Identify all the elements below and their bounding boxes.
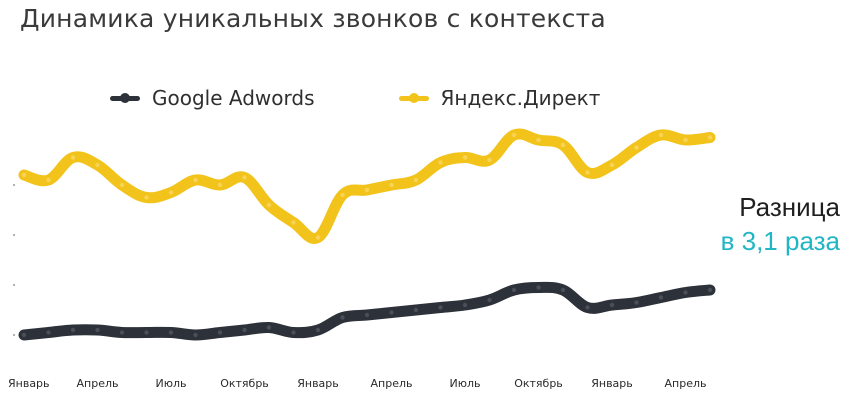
data-point-yandex-direct-1 xyxy=(46,177,51,183)
data-point-yandex-direct-24 xyxy=(609,162,615,168)
y-axis-mark-3 xyxy=(13,284,15,286)
legend-label-yandex-direct: Яндекс.Директ xyxy=(440,86,601,110)
data-point-yandex-direct-8 xyxy=(217,182,223,188)
x-tick-label-0: Январь xyxy=(8,377,50,390)
y-axis-mark-1 xyxy=(13,184,15,186)
data-point-google-adwords-15 xyxy=(389,310,394,315)
data-point-google-adwords-8 xyxy=(217,330,223,335)
data-point-google-adwords-11 xyxy=(291,330,296,335)
data-point-yandex-direct-18 xyxy=(462,155,468,160)
x-tick-label-2: Июль xyxy=(155,377,186,390)
x-tick-label-1: Апрель xyxy=(77,377,119,390)
x-tick-label-4: Январь xyxy=(297,377,339,390)
x-tick-label-7: Октябрь xyxy=(514,377,563,390)
data-point-google-adwords-18 xyxy=(462,302,468,308)
data-point-google-adwords-23 xyxy=(585,305,590,310)
data-point-google-adwords-17 xyxy=(438,305,443,310)
data-point-google-adwords-9 xyxy=(242,327,247,333)
data-point-yandex-direct-26 xyxy=(658,132,664,138)
x-tick-label-3: Октябрь xyxy=(220,377,269,390)
data-point-google-adwords-22 xyxy=(560,287,566,293)
data-point-google-adwords-13 xyxy=(340,315,345,320)
data-point-google-adwords-20 xyxy=(511,287,517,293)
data-point-yandex-direct-27 xyxy=(683,137,688,143)
chart-legend: Google Adwords Яндекс.Директ xyxy=(110,86,600,110)
legend-item-yandex-direct: Яндекс.Директ xyxy=(398,86,601,110)
data-point-google-adwords-0 xyxy=(21,332,27,338)
data-point-yandex-direct-2 xyxy=(70,155,76,160)
data-point-google-adwords-16 xyxy=(413,307,419,313)
data-point-google-adwords-10 xyxy=(266,325,272,330)
data-point-yandex-direct-13 xyxy=(340,192,345,198)
data-point-google-adwords-5 xyxy=(144,330,149,335)
data-point-google-adwords-1 xyxy=(46,330,51,335)
data-point-google-adwords-12 xyxy=(315,327,321,333)
series-line-google-adwords xyxy=(18,281,716,341)
y-axis-mark-4 xyxy=(13,334,15,336)
x-axis-tick-labels: Январь Апрель Июль Октябрь Январь Апрель Июль О… xyxy=(8,377,706,390)
data-point-yandex-direct-17 xyxy=(438,160,443,165)
x-tick-label-9: Апрель xyxy=(665,377,707,390)
data-point-google-adwords-19 xyxy=(487,297,492,303)
data-point-google-adwords-3 xyxy=(95,327,100,333)
data-point-yandex-direct-21 xyxy=(536,137,541,143)
data-point-google-adwords-25 xyxy=(634,300,639,305)
data-point-google-adwords-4 xyxy=(119,330,125,335)
data-point-google-adwords-21 xyxy=(536,285,541,290)
data-point-yandex-direct-20 xyxy=(511,132,517,138)
data-point-yandex-direct-16 xyxy=(413,177,419,183)
data-point-yandex-direct-28 xyxy=(707,135,713,140)
legend-item-google-adwords: Google Adwords xyxy=(110,86,315,110)
annotation-line-1: Разница xyxy=(739,192,840,222)
series-google-adwords xyxy=(18,281,716,341)
data-point-yandex-direct-9 xyxy=(242,175,247,180)
series-layer xyxy=(18,128,716,341)
data-point-yandex-direct-10 xyxy=(266,202,272,208)
annotation-line-2: в 3,1 раза xyxy=(720,226,840,256)
data-point-google-adwords-26 xyxy=(658,295,664,300)
data-point-google-adwords-14 xyxy=(364,312,370,318)
data-point-yandex-direct-11 xyxy=(291,220,296,225)
data-point-google-adwords-28 xyxy=(707,287,713,293)
x-tick-label-5: Апрель xyxy=(371,377,413,390)
difference-annotation: Разница в 3,1 раза xyxy=(721,190,840,258)
y-axis-marks xyxy=(13,184,15,336)
data-point-google-adwords-2 xyxy=(70,327,76,333)
data-point-yandex-direct-23 xyxy=(585,170,590,175)
data-point-google-adwords-6 xyxy=(168,330,174,335)
data-point-google-adwords-24 xyxy=(609,302,615,308)
data-point-google-adwords-7 xyxy=(193,332,198,338)
x-tick-label-6: Июль xyxy=(449,377,480,390)
data-point-yandex-direct-12 xyxy=(315,235,321,240)
data-point-yandex-direct-0 xyxy=(21,172,27,178)
data-point-yandex-direct-22 xyxy=(560,142,566,148)
x-tick-label-8: Январь xyxy=(591,377,633,390)
data-point-google-adwords-27 xyxy=(683,290,688,295)
data-point-yandex-direct-7 xyxy=(193,177,198,183)
legend-swatch-yandex-direct xyxy=(398,92,429,104)
data-point-yandex-direct-5 xyxy=(144,195,149,200)
chart-title: Динамика уникальных звонков с контекста xyxy=(20,4,606,33)
series-line-yandex-direct xyxy=(18,128,716,244)
legend-label-google-adwords: Google Adwords xyxy=(152,86,315,110)
data-point-yandex-direct-19 xyxy=(487,157,492,163)
y-axis-mark-2 xyxy=(13,234,15,236)
legend-swatch-google-adwords xyxy=(110,92,140,104)
data-point-yandex-direct-15 xyxy=(389,182,394,188)
series-yandex-direct xyxy=(18,128,716,244)
data-point-yandex-direct-3 xyxy=(95,162,100,168)
data-point-yandex-direct-14 xyxy=(364,187,370,193)
data-point-yandex-direct-6 xyxy=(168,190,174,195)
data-point-yandex-direct-25 xyxy=(634,145,639,150)
data-point-yandex-direct-4 xyxy=(119,182,125,188)
